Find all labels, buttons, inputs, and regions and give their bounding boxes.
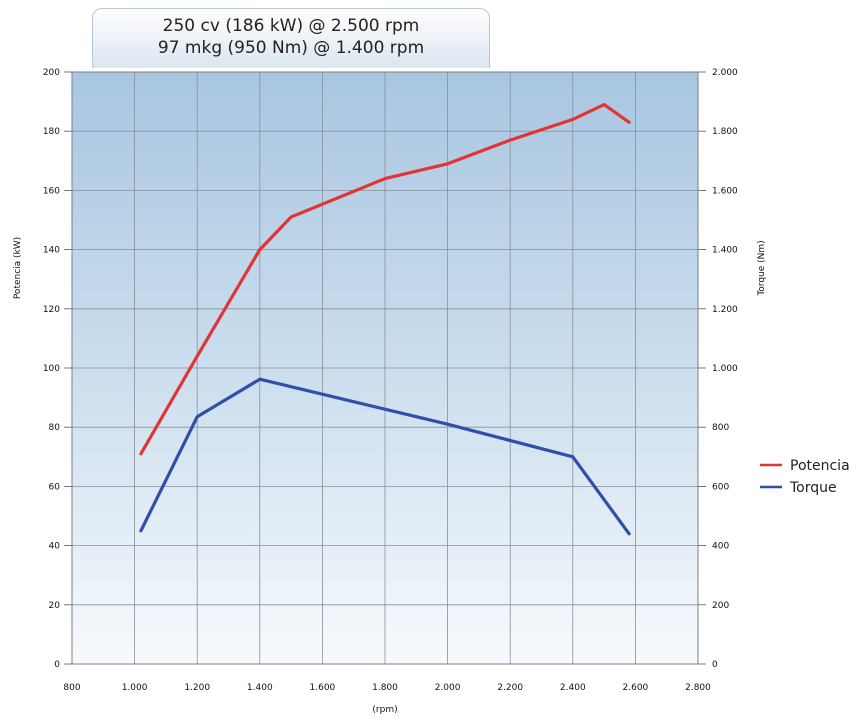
y-tick-label: 0 [54,660,60,670]
x-tick-label: 800 [63,683,80,693]
x-tick-label: 1.200 [184,683,210,693]
header-line-torque: 97 mkg (950 Nm) @ 1.400 rpm [157,38,425,58]
x-tick-label: 2.800 [685,683,711,693]
y-tick-label: 200 [43,68,60,78]
chart-header-box: 250 cv (186 kW) @ 2.500 rpm 97 mkg (950 … [92,8,490,68]
y2-tick-label: 0 [712,660,718,670]
y2-axis-title: Torque (Nm) [757,240,767,296]
y2-tick-label: 1.400 [712,246,738,256]
x-tick-label: 2.400 [560,683,586,693]
plot-border [71,71,699,665]
y2-tick-label: 400 [712,542,729,552]
y-tick-label: 120 [43,305,60,315]
x-tick-label: 2.200 [497,683,523,693]
legend: Potencia Torque [760,458,850,496]
x-tick-label: 1.000 [122,683,148,693]
x-tick-label: 1.800 [372,683,398,693]
series-line-torque [139,377,631,536]
y-tick-label: 60 [49,482,61,492]
x-tick-label: 2.000 [435,683,461,693]
legend-label-torque: Torque [789,480,837,496]
tick-labels: 800 1.000 1.200 1.400 1.600 1.800 2.000 2.200 2.… [43,68,738,693]
x-tick-label: 1.400 [247,683,273,693]
legend-label-potencia: Potencia [790,458,850,474]
y2-tick-label: 1.200 [712,305,738,315]
x-tick-label: 2.600 [623,683,649,693]
y-tick-label: 160 [43,186,60,196]
y2-tick-label: 800 [712,423,729,433]
grid-lines [64,71,706,665]
y-tick-label: 20 [49,601,61,611]
y-tick-label: 40 [49,542,61,552]
y-tick-label: 140 [43,246,60,256]
y2-tick-label: 1.600 [712,186,738,196]
x-tick-label: 1.600 [310,683,336,693]
y2-tick-label: 2.000 [712,68,738,78]
y2-tick-label: 1.000 [712,364,738,374]
y2-tick-label: 1.800 [712,127,738,137]
y-tick-label: 180 [43,127,60,137]
y-axis-title: Potencia (kW) [13,237,23,299]
y-tick-label: 100 [43,364,60,374]
y2-tick-label: 200 [712,601,729,611]
y2-tick-label: 600 [712,482,729,492]
y-tick-label: 80 [49,423,61,433]
x-axis-title: (rpm) [372,705,397,715]
header-line-power: 250 cv (186 kW) @ 2.500 rpm [162,16,420,36]
series-line-potencia [139,102,631,456]
series-lines [139,102,631,536]
